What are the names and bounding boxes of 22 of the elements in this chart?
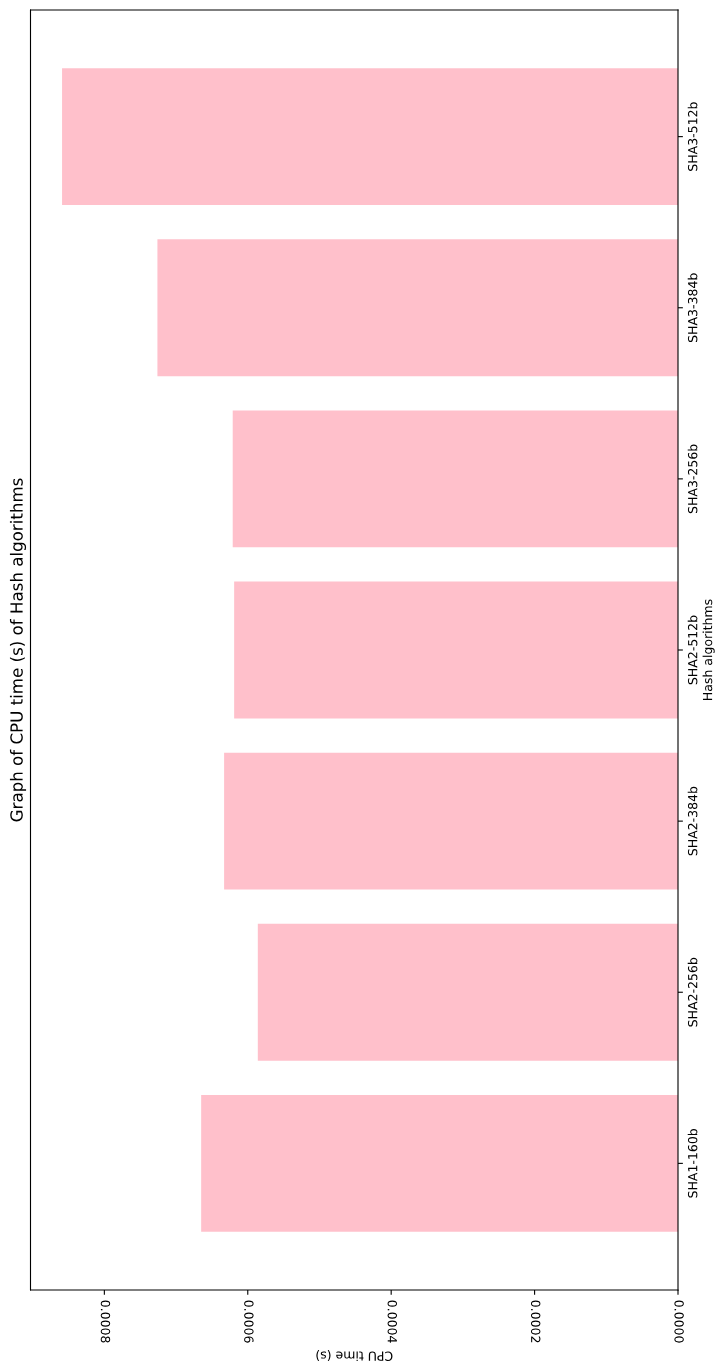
y-tick-label: SHA3-256b [687, 444, 698, 514]
bar [232, 410, 678, 548]
x-tick-label: 0.0006 [244, 1300, 254, 1343]
y-tick-label: SHA2-256b [687, 957, 698, 1027]
y-tick-label: SHA3-384b [687, 273, 698, 342]
x-tick-label: 0.0004 [387, 1300, 398, 1343]
x-axis-title: CPU time (s) [316, 1349, 393, 1362]
x-tick-label: 0.0000 [674, 1300, 684, 1343]
bar [62, 68, 678, 206]
y-tick-label: SHA3-512b [687, 102, 698, 171]
bar [257, 923, 678, 1061]
y-tick-label: SHA1-160b [687, 1128, 698, 1198]
bar [234, 581, 678, 719]
bar [157, 239, 678, 377]
y-tick-label: SHA2-384b [687, 786, 698, 856]
x-tick-label: 0.0008 [100, 1300, 111, 1343]
y-tick-label: SHA2-512b [687, 615, 698, 685]
bar [224, 752, 678, 890]
y-axis-title: Hash algorithms [702, 599, 715, 700]
x-tick-label: 0.0002 [530, 1300, 541, 1343]
text: Graph of CPU time (s) of Hash algorithms [9, 478, 27, 822]
bar [201, 1094, 678, 1232]
